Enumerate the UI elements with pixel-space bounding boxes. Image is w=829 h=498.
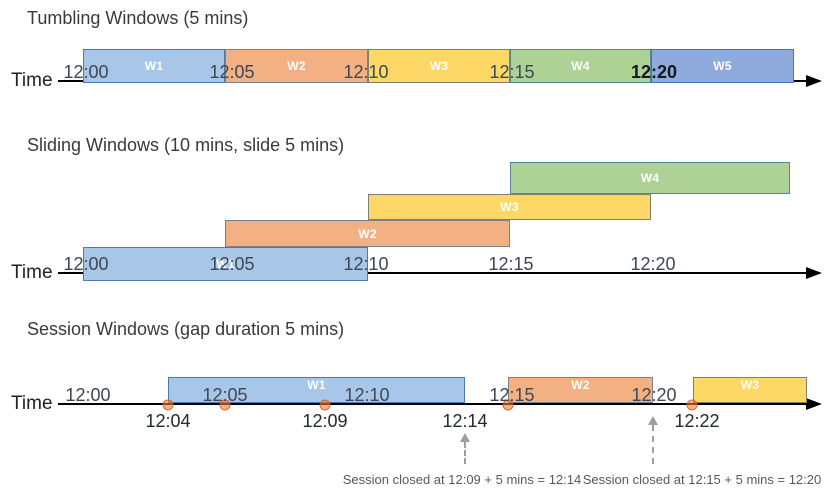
annotation-arrow-line [652,425,654,464]
tick-label: 12:10 [343,62,389,82]
event-time-label: 12:04 [145,411,191,431]
window-box-w1 [83,49,225,83]
window-box-label: W3 [500,200,519,214]
window-box-label: W2 [571,378,590,392]
section-title-session: Session Windows (gap duration 5 mins) [27,319,345,339]
axis-arrowhead-icon [806,75,822,87]
tick-label: 12:15 [489,385,535,405]
window-box-w2 [225,220,510,247]
tick-label: 12:10 [343,254,389,274]
event-dot [502,399,514,411]
time-axis [58,403,806,405]
window-box-label: W3 [429,59,449,73]
annotation-arrow-line [464,442,466,464]
tick-label: 12:05 [209,254,255,274]
event-time-label: 12:09 [302,411,348,431]
event-dot [162,399,174,411]
tick-label: 12:15 [488,254,534,274]
window-box-label: W2 [287,59,306,73]
tick-label: 12:10 [344,385,390,405]
tick-label: 12:20 [630,254,676,274]
window-box-w4 [510,162,790,194]
tick-label: 12:00 [65,385,111,405]
time-axis-label: Time [11,70,53,91]
session-annotation: Session closed at 12:15 + 5 mins = 12:20 [582,472,822,487]
window-box-w5 [651,49,794,83]
event-dot [319,399,331,411]
window-box-label: W2 [358,226,377,241]
tick-label: 12:20 [630,62,678,82]
window-box-w3 [368,194,651,220]
window-box-w3 [368,49,510,83]
tick-label: 12:20 [631,385,677,405]
event-dot [219,399,231,411]
window-box-w1 [83,247,368,281]
axis-arrowhead-icon [806,398,822,410]
window-box-label: W1 [144,59,164,73]
tick-label: 12:05 [209,62,255,82]
time-axis-label: Time [11,393,53,414]
window-box-w2 [508,377,653,403]
window-box-label: W4 [571,59,590,73]
event-time-label: 12:22 [674,411,720,431]
annotation-arrow-up-icon [648,416,658,425]
annotation-arrow-up-icon [460,433,470,442]
tick-label: 12:00 [63,62,109,82]
axis-arrowhead-icon [806,267,822,279]
window-box-label: W4 [640,171,660,185]
time-axis-label: Time [11,262,53,283]
window-box-w4 [510,49,651,83]
tick-label: 12:15 [489,62,535,82]
window-box-label: W1 [307,378,326,392]
window-box-label: W3 [740,378,760,392]
window-box-w2 [225,49,368,83]
window-box-w3 [693,377,807,403]
section-title-tumbling: Tumbling Windows (5 mins) [27,8,249,28]
window-box-label: W1 [216,257,235,271]
window-box-label: W5 [713,59,732,73]
tick-label: 12:00 [63,254,109,274]
event-dot [686,399,698,411]
section-title-sliding: Sliding Windows (10 mins, slide 5 mins) [27,135,345,155]
session-annotation: Session closed at 12:09 + 5 mins = 12:14 [342,472,582,487]
time-axis [58,272,806,274]
window-box-w1 [168,377,465,403]
event-time-label: 12:14 [442,411,488,431]
tick-label: 12:05 [202,385,248,405]
